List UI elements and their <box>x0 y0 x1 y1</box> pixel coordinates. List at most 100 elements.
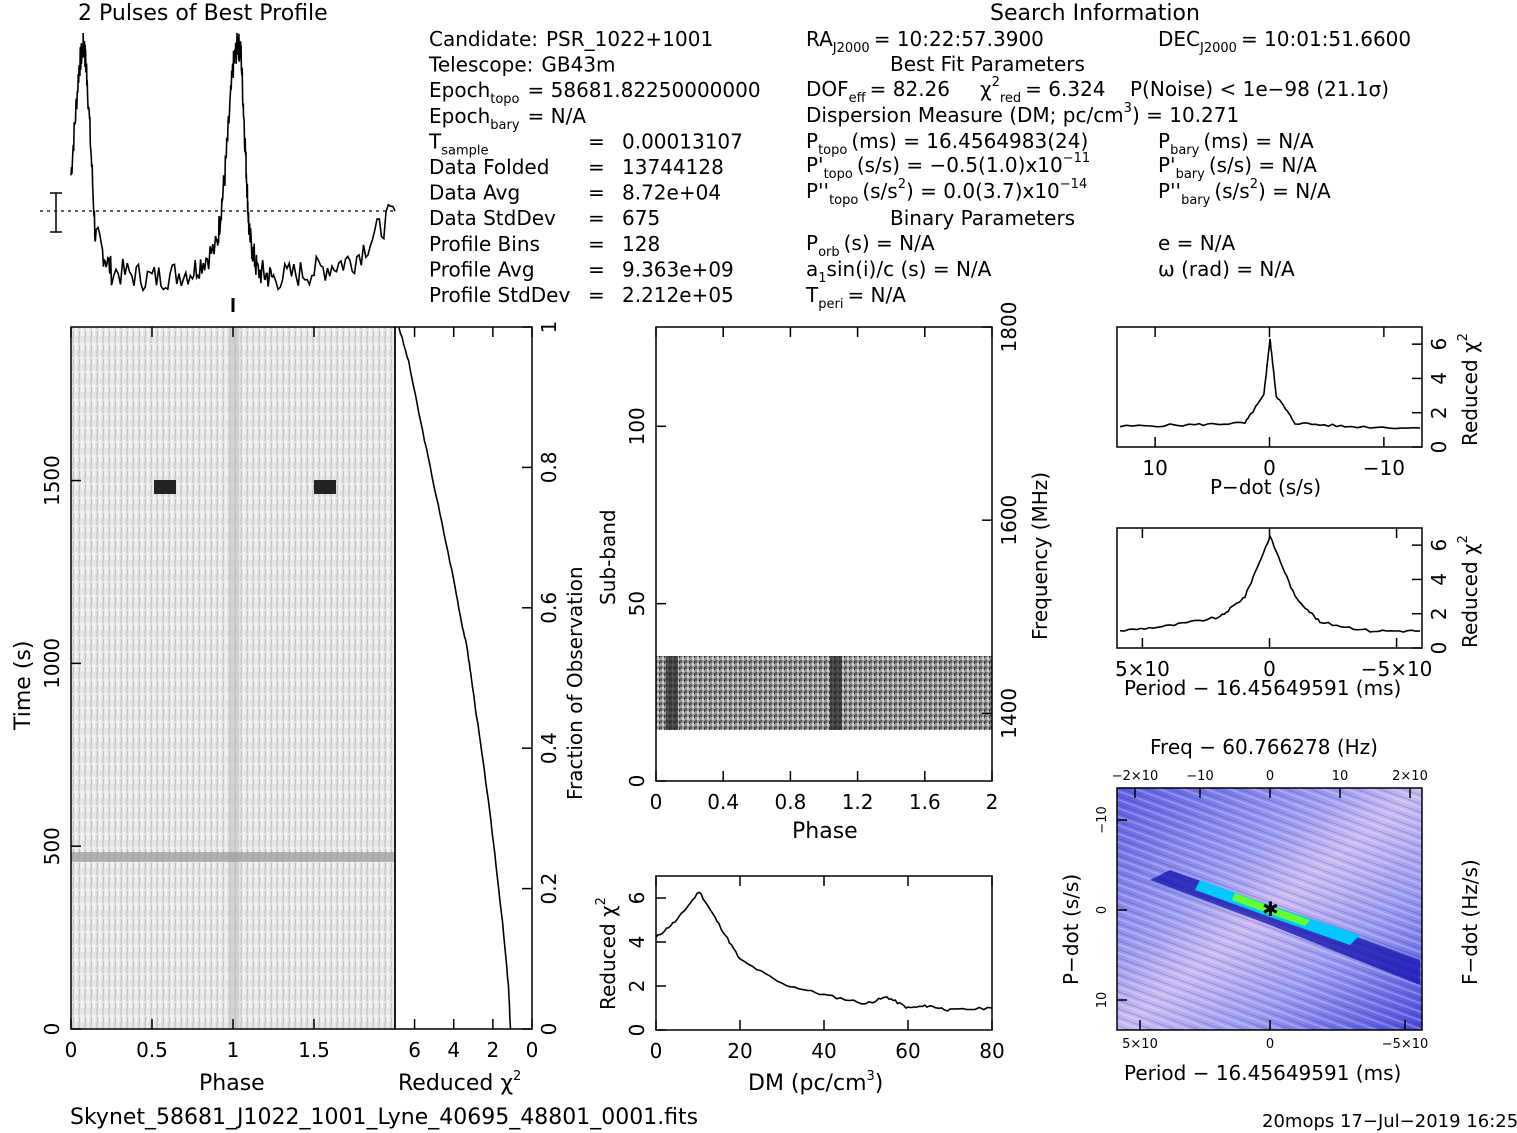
ppdot-y-label: 10 <box>1095 992 1110 1009</box>
phase-axis-label: Phase <box>199 1071 265 1096</box>
pdot-chi-y-label: 2 <box>1427 406 1451 419</box>
ppdot-y-label: −10 <box>1095 806 1110 833</box>
phase-x-label: 1.5 <box>298 1038 330 1062</box>
phase-x-label: 0.5 <box>136 1038 168 1062</box>
search-info-title: Search Information <box>990 1 1200 26</box>
period-axis-label: Period − 16.45649591 (ms) <box>1124 676 1401 700</box>
period-axis-ticks: 5×10 0 −5×10 0 2 4 6 <box>1115 528 1451 681</box>
pdot-panel: 10 0 −10 0 2 4 6 P−dot (s/s) Reduced χ2 <box>1116 326 1482 499</box>
phase2-x-label: 0 <box>650 790 663 814</box>
freq-title: Freq − 60.766278 (Hz) <box>1150 735 1378 759</box>
dm-chi-y-label: 2 <box>625 980 649 993</box>
chi2-fraction-panel: 6 4 2 0 0 0.2 0.4 0.6 0.8 1 Fraction of Observati… <box>394 321 587 1096</box>
pdot-x-label: 10 <box>1142 456 1167 480</box>
best-fit-title: Best Fit Parameters <box>890 52 1085 76</box>
phase-x-label: 1 <box>227 1038 240 1062</box>
time-y-label: 0 <box>40 1023 64 1036</box>
pdot-bary-line: P'bary (s/s) = N/A <box>1158 153 1317 182</box>
phase2-x-label: 1.6 <box>909 790 941 814</box>
pdot-line <box>1119 338 1421 430</box>
redchi-x-label: 4 <box>447 1038 460 1062</box>
freq-y-label: 1400 <box>997 688 1021 739</box>
ppdot-top-label: 10 <box>1332 769 1349 784</box>
period-x-label: 0 <box>1263 657 1276 681</box>
info-equals: = <box>588 155 605 179</box>
pbary-line: Pbary (ms) = N/A <box>1158 129 1314 158</box>
dof-line: DOFeff = 82.26 <box>806 77 950 106</box>
pnoise-line: P(Noise) < 1e−98 (21.1σ) <box>1130 77 1389 101</box>
rfi-row <box>71 852 395 862</box>
fraction-axis-ticks: 6 4 2 0 0 0.2 0.4 0.6 0.8 1 <box>408 321 561 1062</box>
info-value: 13744128 <box>622 155 724 179</box>
info-equals: = <box>588 206 605 230</box>
subband-axis-ticks: 0 0.4 0.8 1.2 1.6 2 0 50 100 1400 1600 1800 <box>625 302 1021 814</box>
period-frame <box>1116 527 1423 649</box>
freq-y-label: 1800 <box>997 302 1021 353</box>
info-row: Telescope: GB43m <box>428 53 616 77</box>
ppdot-axis-ticks: 5×10 0 −5×10 −2×10 −10 0 10 2×10 10 0 −10 <box>1095 769 1428 1052</box>
info-row: Epochtopo = 58681.82250000000 <box>429 78 761 107</box>
footer-filename: Skynet_58681_J1022_1001_Lyne_40695_48801… <box>70 1105 698 1130</box>
info-equals: = <box>588 129 605 153</box>
info-row: Data Avg <box>429 181 520 205</box>
time-y-label: 500 <box>40 827 64 865</box>
freq-y-label: 1600 <box>997 495 1021 546</box>
period-chi-y-label: 4 <box>1427 573 1451 586</box>
dm-axis-ticks: 0 20 40 60 80 0 2 4 6 <box>625 876 1005 1063</box>
ppdot-peak <box>1232 893 1310 926</box>
info-value: 8.72e+04 <box>622 181 721 205</box>
ppdot-top-label: −2×10 <box>1112 769 1159 784</box>
period-panel: 5×10 0 −5×10 0 2 4 6 Period − 16.45649591 (ms)… <box>1115 527 1482 700</box>
porb-line: Porb (s) = N/A <box>806 231 935 260</box>
tperi-line: Tperi = N/A <box>805 283 906 312</box>
period-chi2-label: Reduced χ2 <box>1456 535 1482 648</box>
subband-axis-label: Sub-band <box>596 509 620 605</box>
ppdot-panel: Freq − 60.766278 (Hz) ✱ 5×10 0 −5×10 −2×10 −… <box>1059 735 1482 1085</box>
profile-line <box>70 32 396 293</box>
ppdot-x-label: 5×10 <box>1122 1037 1158 1052</box>
subband-pulse-1 <box>666 656 678 730</box>
info-equals: = <box>588 283 605 307</box>
phase2-axis-label: Phase <box>792 819 858 844</box>
ppdot-x-label: −5×10 <box>1382 1037 1429 1052</box>
info-value: 675 <box>622 206 660 230</box>
ppdot-valley <box>1150 870 1420 985</box>
dm-panel: 0 20 40 60 80 0 2 4 6 Reduced χ2 DM (pc/cm3) <box>594 875 1005 1096</box>
info-right-block: RAJ2000 = 10:22:57.3900 DECJ2000 = 10:01:5… <box>805 27 1411 312</box>
info-row: Profile Bins <box>429 232 540 256</box>
subband-panel: 0 0.4 0.8 1.2 1.6 2 0 50 100 1400 1600 1800 Sub-ban… <box>596 302 1052 844</box>
frac-y-label: 1 <box>537 321 561 334</box>
info-value: 128 <box>622 232 660 256</box>
info-equals: = <box>588 232 605 256</box>
dm-line: Dispersion Measure (DM; pc/cm3) = 10.271 <box>806 101 1239 127</box>
subband-image <box>656 656 992 730</box>
chi2-fraction-line <box>398 327 512 1030</box>
time-axis-ticks: 0 0.5 1 1.5 0 500 1000 1500 <box>40 327 330 1062</box>
ppdot-y-label: 0 <box>1095 906 1110 914</box>
frac-y-label: 0.4 <box>537 732 561 764</box>
dm-chi2-axis-label: Reduced χ2 <box>594 897 620 1010</box>
ppdot-top-label: 2×10 <box>1392 769 1428 784</box>
subband-y-label: 0 <box>625 775 649 788</box>
info-value: 0.00013107 <box>622 129 743 153</box>
pdot-chi-y-label: 6 <box>1427 338 1451 351</box>
pddot-bary-line: P''bary (s/s2) = N/A <box>1158 177 1331 208</box>
dm-chi-y-label: 4 <box>625 936 649 949</box>
pulse-track-1 <box>229 327 239 1029</box>
redchi-x-label: 0 <box>526 1038 539 1062</box>
dm-frame <box>655 875 993 1031</box>
footer-stamp: 20mops 17−Jul−2019 16:25 <box>1262 1111 1517 1132</box>
a1-line: a1sin(i)/c (s) = N/A <box>806 257 992 286</box>
ppdot-pdot-label: P−dot (s/s) <box>1059 874 1083 985</box>
dm-x-label: 40 <box>811 1039 836 1063</box>
subband-frame <box>655 326 993 782</box>
info-row: Data Folded <box>429 155 549 179</box>
frac-y-label: 0.2 <box>537 873 561 905</box>
bright-spot-2 <box>314 480 336 494</box>
pdot-axis-ticks: 10 0 −10 0 2 4 6 <box>1142 327 1451 480</box>
profile-title: 2 Pulses of Best Profile <box>78 1 328 26</box>
ppdot-top-label: −10 <box>1186 769 1213 784</box>
subband-y-label: 50 <box>625 591 649 616</box>
